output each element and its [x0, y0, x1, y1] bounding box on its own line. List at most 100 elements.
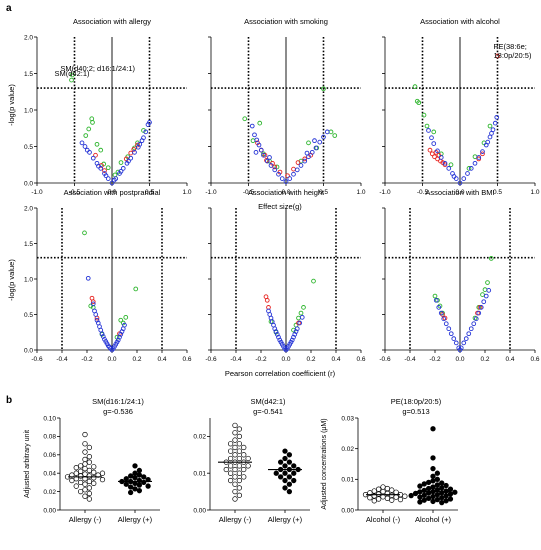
dot-point — [132, 475, 138, 481]
plots-layer: Association with allergy -1.0 -0.5 0.0 0.5 1.… — [24, 17, 540, 524]
dot-point — [236, 455, 243, 462]
data-point-green — [69, 77, 74, 83]
x-tick-label: 0.0 — [107, 189, 116, 196]
dot-point — [434, 482, 441, 488]
dot-point — [273, 470, 279, 476]
y-tick-label: 0.01 — [193, 471, 206, 478]
volcano-plot-postprandial: Association with postprandial -0.6 -0.4 -0.… — [24, 188, 192, 363]
dot-point — [236, 485, 243, 491]
dot-point — [136, 477, 143, 484]
dot-point — [82, 465, 88, 472]
dot-point — [136, 467, 143, 474]
dot-point — [141, 479, 147, 486]
data-point-blue — [252, 132, 257, 138]
y-tick-label: 0.01 — [341, 477, 354, 484]
data-point-blue — [147, 120, 152, 125]
dot-point — [91, 469, 97, 475]
x-tick-label: -0.4 — [56, 356, 68, 363]
x-tick-label: 0.0 — [281, 189, 290, 196]
data-point-blue — [480, 149, 485, 154]
dot-point — [375, 486, 382, 492]
dot-point — [282, 485, 288, 491]
data-point-green — [481, 140, 487, 146]
data-point-blue — [448, 331, 454, 337]
data-point-blue — [478, 305, 484, 310]
data-point-green — [118, 317, 124, 323]
data-point-blue — [463, 336, 469, 341]
data-point-red — [442, 162, 448, 168]
dot-point — [421, 481, 427, 487]
y-tick-label: 0.02 — [193, 434, 206, 441]
data-point-blue — [298, 163, 304, 168]
dot-point — [77, 479, 84, 486]
dot-point — [82, 461, 88, 467]
annotation-label: SM(d40:2; d16:1/24:1) — [60, 64, 135, 73]
data-point-blue — [443, 321, 449, 327]
dot-point — [439, 499, 445, 506]
y-tick-label: 1.5 — [24, 241, 33, 248]
dot-point — [434, 470, 441, 476]
dot-point — [77, 488, 84, 495]
dot-point — [408, 492, 414, 499]
dot-point — [236, 470, 243, 476]
data-point-blue — [453, 176, 459, 181]
data-point-green — [416, 100, 422, 106]
dot-point — [286, 488, 293, 495]
data-point-blue — [249, 123, 255, 129]
y-tick-label: 0.00 — [193, 507, 206, 514]
dot-point — [73, 465, 79, 471]
dot-point — [132, 463, 138, 469]
x-tick-label: -0.6 — [379, 356, 391, 363]
data-point-green — [94, 141, 100, 147]
dot-point — [291, 470, 297, 476]
data-point-green — [328, 129, 334, 135]
data-point-blue — [254, 137, 260, 143]
data-point-blue — [279, 176, 285, 181]
data-point-blue — [291, 171, 296, 177]
data-point-green — [90, 120, 95, 125]
data-point-blue — [302, 158, 308, 164]
data-point-green — [89, 116, 95, 122]
xlabel-row1: Effect size(g) — [258, 202, 302, 211]
data-point-green — [250, 138, 256, 144]
data-point-blue — [309, 149, 315, 155]
dot-point — [412, 490, 419, 497]
dot-point — [227, 441, 234, 447]
dot-point — [236, 492, 243, 498]
ylabel-row1: -log(p value) — [7, 84, 16, 126]
data-point-blue — [287, 176, 293, 181]
dot-point — [227, 448, 234, 454]
dot-point — [447, 491, 454, 497]
data-point-red — [93, 152, 98, 158]
dot-point — [227, 470, 234, 476]
dot-point — [132, 470, 138, 476]
data-point-blue — [111, 177, 117, 183]
dot-point — [73, 483, 79, 489]
data-point-blue — [122, 322, 127, 328]
data-point-blue — [442, 160, 448, 166]
dot-point — [241, 452, 247, 458]
chart-title: PE(18:0p/20:5) — [391, 397, 442, 406]
data-point-green — [485, 280, 490, 285]
dot-point — [282, 470, 288, 476]
x-tick-label: -0.5 — [69, 189, 81, 196]
data-point-green — [488, 256, 494, 261]
dot-point — [236, 448, 243, 454]
y-tick-label: 0.08 — [43, 434, 56, 441]
dot-point — [232, 422, 238, 429]
dot-point — [86, 453, 93, 460]
data-point-blue — [118, 168, 124, 174]
dot-point — [286, 452, 293, 458]
data-point-blue — [96, 163, 101, 169]
dot-point — [447, 496, 454, 502]
xlabel-row2: Pearson correlation coefficient (r) — [225, 369, 336, 378]
dot-point — [69, 477, 75, 484]
data-point-red — [295, 160, 301, 165]
y-tick-label: 1.5 — [24, 71, 33, 78]
x-tick-label: 0.6 — [182, 356, 191, 363]
dot-point — [286, 474, 293, 480]
dot-point — [421, 497, 427, 503]
y-tick-label: 0.00 — [43, 507, 56, 514]
dot-point — [123, 476, 129, 482]
dot-point — [375, 491, 382, 497]
